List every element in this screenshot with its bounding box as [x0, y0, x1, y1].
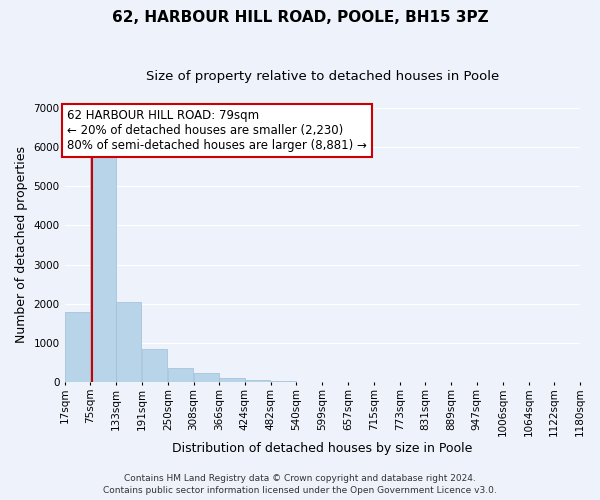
Bar	[116, 302, 142, 382]
Y-axis label: Number of detached properties: Number of detached properties	[15, 146, 28, 344]
Bar	[142, 349, 167, 382]
X-axis label: Distribution of detached houses by size in Poole: Distribution of detached houses by size …	[172, 442, 472, 455]
Text: 62, HARBOUR HILL ROAD, POOLE, BH15 3PZ: 62, HARBOUR HILL ROAD, POOLE, BH15 3PZ	[112, 10, 488, 25]
Bar	[220, 378, 245, 382]
Bar	[65, 312, 90, 382]
Bar	[91, 156, 116, 382]
Text: 62 HARBOUR HILL ROAD: 79sqm
← 20% of detached houses are smaller (2,230)
80% of : 62 HARBOUR HILL ROAD: 79sqm ← 20% of det…	[67, 109, 367, 152]
Bar	[194, 373, 219, 382]
Bar	[168, 368, 193, 382]
Bar	[245, 380, 271, 382]
Text: Contains HM Land Registry data © Crown copyright and database right 2024.
Contai: Contains HM Land Registry data © Crown c…	[103, 474, 497, 495]
Title: Size of property relative to detached houses in Poole: Size of property relative to detached ho…	[146, 70, 499, 83]
